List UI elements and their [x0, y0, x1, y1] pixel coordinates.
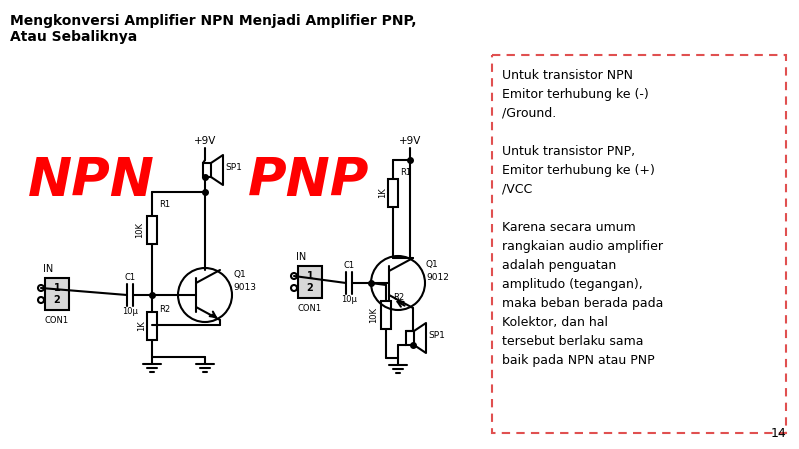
Text: R2: R2 — [393, 293, 404, 302]
Text: 10K: 10K — [369, 307, 379, 323]
Bar — [147, 216, 157, 244]
Text: Emitor terhubung ke (+): Emitor terhubung ke (+) — [502, 164, 655, 177]
Text: tersebut berlaku sama: tersebut berlaku sama — [502, 335, 643, 348]
Text: +9V: +9V — [399, 136, 421, 146]
Text: Untuk transistor NPN: Untuk transistor NPN — [502, 69, 633, 82]
Text: maka beban berada pada: maka beban berada pada — [502, 297, 663, 310]
Text: adalah penguatan: adalah penguatan — [502, 259, 616, 272]
Text: Q1: Q1 — [233, 270, 246, 279]
Text: 1: 1 — [54, 283, 61, 293]
Text: C1: C1 — [344, 261, 355, 270]
Text: 10µ: 10µ — [122, 307, 138, 316]
Text: 1: 1 — [307, 271, 313, 281]
Bar — [381, 301, 391, 329]
Bar — [147, 312, 157, 340]
Bar — [298, 266, 322, 298]
Text: 14: 14 — [770, 427, 786, 440]
Text: R1: R1 — [400, 168, 411, 177]
Text: 10K: 10K — [136, 222, 145, 238]
Text: SP1: SP1 — [428, 330, 445, 339]
Text: rangkaian audio amplifier: rangkaian audio amplifier — [502, 240, 663, 253]
Text: SP1: SP1 — [225, 163, 242, 172]
Text: Atau Sebaliknya: Atau Sebaliknya — [10, 30, 137, 44]
Bar — [45, 278, 69, 310]
Text: Untuk transistor PNP,: Untuk transistor PNP, — [502, 145, 635, 158]
Bar — [492, 55, 786, 433]
Text: PNP: PNP — [248, 155, 369, 207]
Bar — [406, 331, 414, 345]
Text: Emitor terhubung ke (-): Emitor terhubung ke (-) — [502, 88, 649, 101]
Text: 1K: 1K — [137, 321, 146, 331]
Text: Q1: Q1 — [426, 260, 439, 269]
Text: CON1: CON1 — [45, 316, 69, 325]
Text: 10µ: 10µ — [341, 295, 357, 304]
Text: amplitudo (tegangan),: amplitudo (tegangan), — [502, 278, 642, 291]
Text: 2: 2 — [54, 295, 61, 305]
Text: /VCC: /VCC — [502, 183, 532, 196]
Text: R2: R2 — [159, 305, 170, 314]
Text: Mengkonversi Amplifier NPN Menjadi Amplifier PNP,: Mengkonversi Amplifier NPN Menjadi Ampli… — [10, 14, 416, 28]
Text: Karena secara umum: Karena secara umum — [502, 221, 636, 234]
Text: 1K: 1K — [379, 188, 388, 198]
Text: baik pada NPN atau PNP: baik pada NPN atau PNP — [502, 354, 654, 367]
Text: 9013: 9013 — [233, 282, 256, 291]
Text: IN: IN — [43, 264, 54, 274]
Text: NPN: NPN — [28, 155, 155, 207]
Text: +9V: +9V — [194, 136, 217, 146]
Bar — [203, 163, 211, 177]
Text: R1: R1 — [159, 200, 170, 209]
Bar — [388, 179, 398, 207]
Text: CON1: CON1 — [298, 304, 322, 313]
Text: /Ground.: /Ground. — [502, 107, 556, 120]
Text: Kolektor, dan hal: Kolektor, dan hal — [502, 316, 608, 329]
Text: 9012: 9012 — [426, 273, 449, 282]
Text: IN: IN — [296, 252, 306, 262]
Text: C1: C1 — [125, 273, 136, 282]
Text: 2: 2 — [307, 283, 313, 293]
